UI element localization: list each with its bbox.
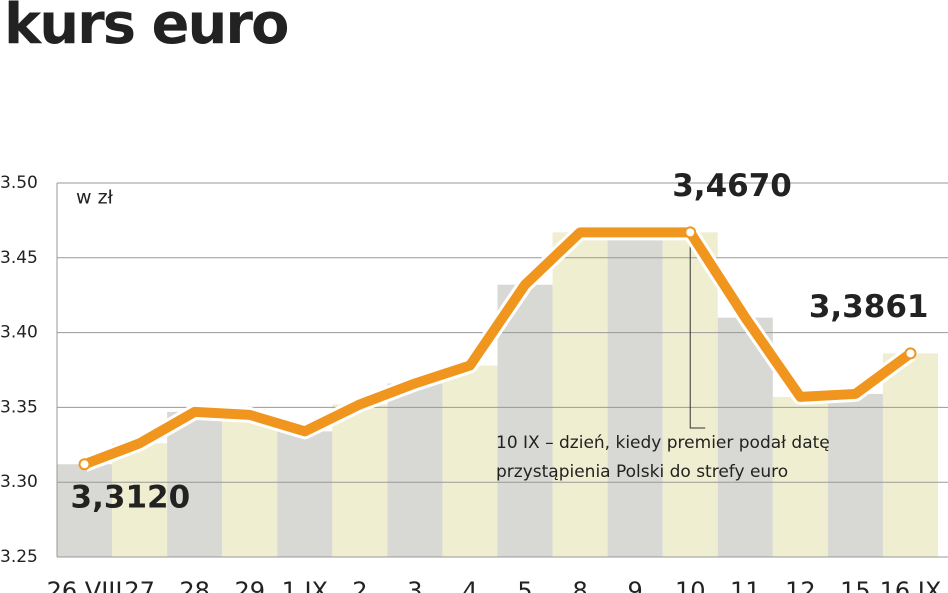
line: [82, 227, 914, 469]
column: [167, 411, 223, 557]
column: [827, 393, 883, 557]
point: [904, 347, 917, 360]
x-tick-label: 4: [462, 577, 477, 593]
y-tick-label: 3.25: [0, 547, 38, 567]
x-tick-label: 5: [517, 577, 532, 593]
y-tick-label: 3.35: [0, 397, 38, 417]
x-tick-label: 8: [572, 577, 587, 593]
column: [112, 443, 168, 557]
x-tick-label: 2: [352, 577, 367, 593]
point: [684, 226, 697, 239]
x-tick-label: 3: [407, 577, 422, 593]
column: [882, 353, 938, 557]
value-label: 3,4670: [672, 168, 792, 204]
x-tick-label: 29: [234, 577, 265, 593]
column: [497, 284, 553, 557]
column: [552, 232, 608, 558]
column: [607, 232, 663, 558]
y-tick-label: 3.50: [0, 173, 38, 193]
column: [277, 431, 333, 557]
x-tick-label: 27: [124, 577, 155, 593]
y-tick-label: 3.30: [0, 472, 38, 492]
chart-title: kurs euro: [4, 0, 288, 57]
value-label: 3,3120: [71, 480, 191, 516]
unit-label: w zł: [76, 187, 114, 209]
value-label: 3,3861: [809, 289, 929, 325]
x-tick-label: 16 IX: [880, 577, 942, 593]
y-tick-label: 3.45: [0, 248, 38, 268]
x-tick-label: 15: [840, 577, 871, 593]
column: [332, 404, 388, 557]
x-tick-label: 9: [628, 577, 643, 593]
x-tick-label: 28: [179, 577, 210, 593]
column: [222, 414, 278, 557]
note: przystąpienia Polski do strefy euro: [496, 462, 788, 482]
column: [387, 383, 443, 557]
x-tick-label: 10: [675, 577, 706, 593]
note: 10 IX – dzień, kiedy premier podał datę: [496, 433, 830, 453]
x-tick-label: 11: [730, 577, 761, 593]
note-leader: [689, 232, 706, 429]
column: [57, 464, 113, 557]
point: [78, 458, 91, 471]
x-tick-label: 12: [785, 577, 816, 593]
x-tick-label: 1 IX: [282, 577, 328, 593]
y-tick-label: 3.40: [0, 323, 38, 343]
column: [442, 365, 498, 557]
column: [772, 396, 828, 557]
x-tick-label: 26 VIII: [47, 577, 123, 593]
